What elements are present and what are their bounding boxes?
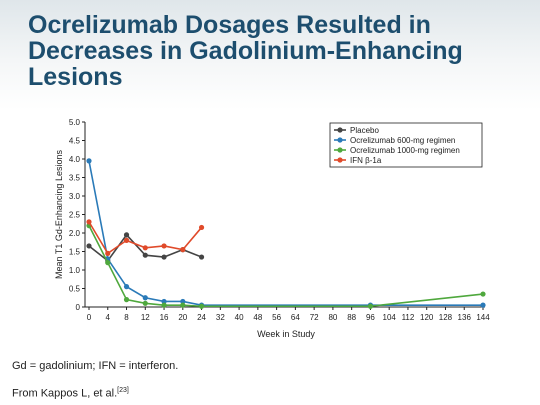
data-point (161, 243, 167, 249)
title-line-1: Ocrelizumab Dosages Resulted in (28, 11, 431, 39)
data-point (123, 284, 130, 290)
data-point (86, 243, 92, 249)
x-tick-label: 128 (439, 313, 453, 322)
data-point (180, 302, 186, 308)
data-point (142, 300, 148, 306)
data-point (123, 237, 130, 243)
x-tick-label: 4 (106, 313, 111, 322)
data-point (142, 295, 148, 301)
legend-label: IFN β-1a (350, 156, 382, 165)
y-axis-title: Mean T1 Gd-Enhancing Lesions (54, 150, 64, 279)
x-tick-label: 80 (328, 313, 337, 322)
x-axis-title: Week in Study (257, 329, 315, 339)
x-tick-label: 144 (476, 313, 490, 322)
data-point (161, 298, 167, 305)
source-citation: From Kappos L, et al.[23] (12, 387, 129, 400)
data-point (86, 158, 92, 164)
legend-swatch-marker (337, 147, 343, 153)
x-tick-label: 96 (366, 313, 375, 322)
data-point (161, 254, 167, 260)
x-tick-label: 104 (383, 313, 397, 322)
source-text: From Kappos L, et al. (12, 387, 118, 400)
series-line (88, 225, 484, 308)
series-2 (86, 223, 486, 309)
legend-swatch-marker (337, 137, 343, 143)
y-tick-label: 3.0 (69, 192, 81, 201)
legend-box (329, 122, 483, 168)
data-point (142, 245, 148, 251)
y-tick-label: 1.0 (69, 266, 81, 275)
data-point (480, 291, 486, 297)
data-point (198, 224, 205, 231)
data-point (161, 302, 167, 308)
legend-swatch-marker (337, 127, 343, 133)
data-point (142, 252, 148, 258)
x-tick-label: 24 (197, 313, 206, 322)
series-1 (86, 158, 486, 308)
x-tick-label: 72 (310, 313, 319, 322)
data-point (198, 303, 205, 309)
x-tick-label: 0 (87, 313, 92, 322)
data-point (367, 303, 374, 309)
data-point (123, 232, 130, 238)
legend-swatch-marker (337, 157, 343, 163)
legend-label: Placebo (350, 126, 379, 135)
data-point (86, 219, 92, 225)
x-tick-label: 88 (347, 313, 356, 322)
x-tick-label: 20 (178, 313, 187, 322)
data-point (480, 302, 486, 308)
x-tick-label: 64 (291, 313, 300, 322)
x-tick-label: 8 (124, 313, 129, 322)
legend-label: Ocrelizumab 1000-mg regimen (350, 146, 460, 155)
data-point (123, 297, 130, 303)
source-reference: [23] (117, 387, 129, 394)
title-line-3: Lesions (28, 63, 123, 91)
x-tick-label: 136 (458, 313, 472, 322)
y-tick-label: 2.5 (69, 211, 81, 220)
data-point (180, 247, 186, 253)
y-tick-label: 3.5 (69, 174, 81, 183)
y-tick-label: 1.5 (69, 248, 81, 257)
y-tick-label: 0 (76, 303, 81, 312)
x-tick-label: 120 (420, 313, 434, 322)
data-point (105, 250, 111, 256)
series-3 (86, 219, 205, 256)
slide-title: Ocrelizumab Dosages Resulted in Decrease… (28, 12, 508, 90)
x-tick-label: 56 (272, 313, 281, 322)
x-tick-label: 32 (216, 313, 225, 322)
data-point (180, 298, 186, 305)
chart-series (86, 158, 486, 309)
x-tick-label: 12 (141, 313, 150, 322)
data-point (198, 254, 205, 260)
legend-label: Ocrelizumab 600-mg regimen (350, 136, 455, 145)
x-tick-label: 112 (402, 313, 415, 322)
y-tick-label: 2.0 (69, 229, 81, 238)
data-point (105, 260, 111, 266)
y-tick-label: 0.5 (69, 285, 81, 294)
series-line (88, 160, 483, 306)
y-tick-label: 4.0 (69, 155, 81, 164)
y-tick-label: 5.0 (69, 118, 81, 127)
x-tick-label: 40 (235, 313, 244, 322)
x-tick-label: 48 (253, 313, 262, 322)
x-tick-label: 16 (160, 313, 169, 322)
footnote: Gd = gadolinium; IFN = interferon. (12, 360, 179, 372)
y-tick-label: 4.5 (69, 137, 81, 146)
title-line-2: Decreases in Gadolinium-Enhancing (28, 37, 463, 65)
